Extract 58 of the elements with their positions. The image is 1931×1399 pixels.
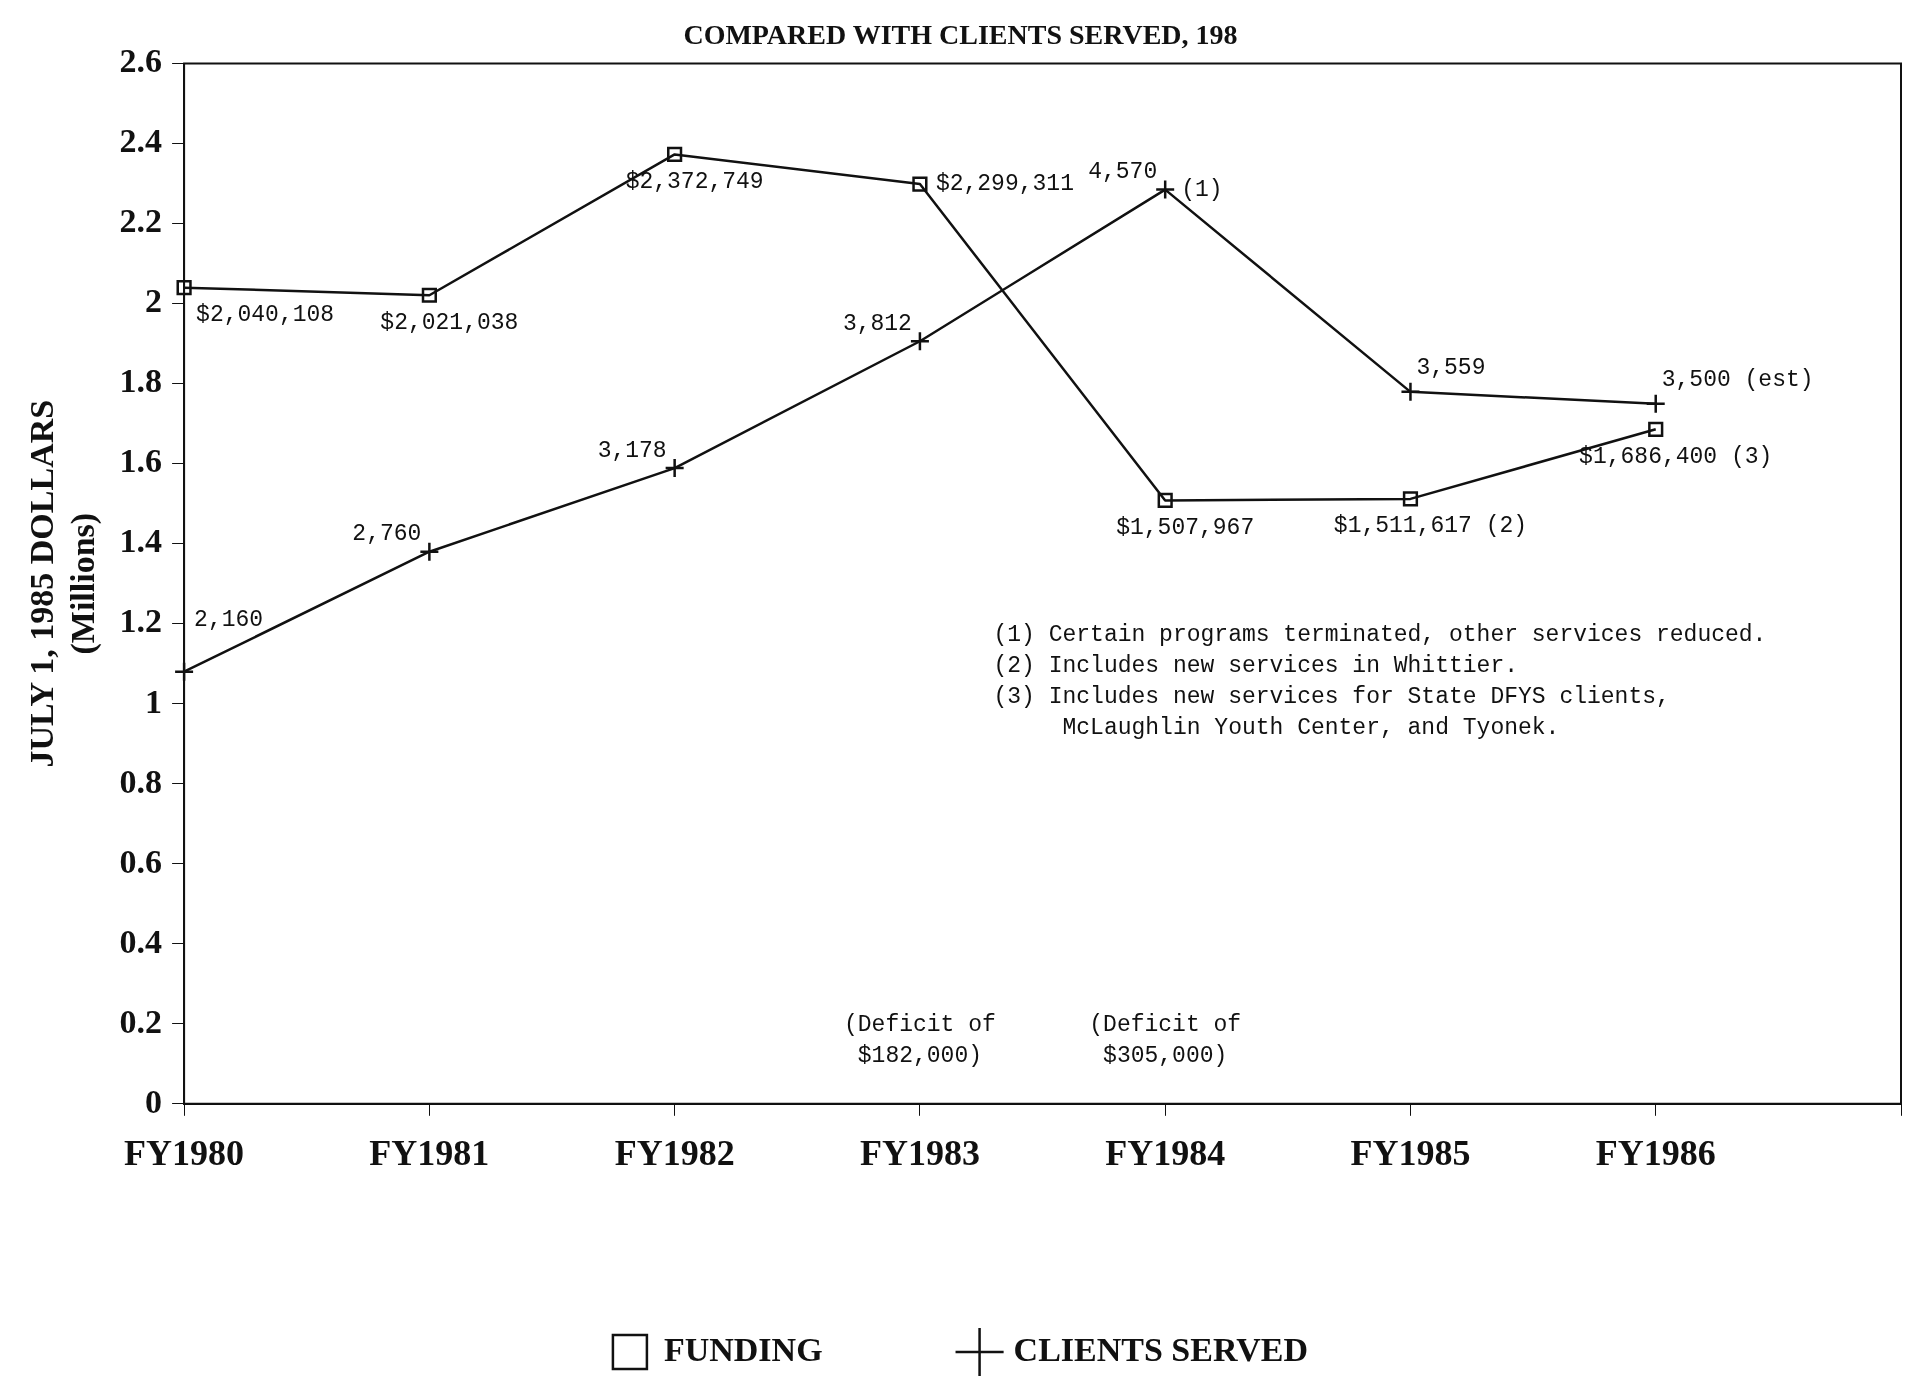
point [664,457,685,479]
y-tick-label: 1.6 [119,442,163,480]
annotation: $2,299,311 [935,171,1074,198]
y-tick-label: 1.2 [119,602,163,640]
point [421,287,437,303]
data-label: 3,500 (est) [1661,367,1814,394]
data-label: 3,559 [1416,355,1486,382]
x-tick-label: FY1980 [124,1132,245,1173]
point [1645,393,1666,414]
y-tick-label: 0.2 [119,1002,163,1040]
y-tick-label: 0 [145,1082,163,1120]
chart-title: COMPARED WITH CLIENTS SERVED, 198 [683,19,1238,51]
annotation: (Deficit of $182,000) [844,1012,996,1070]
legend-label: FUNDING [663,1330,823,1368]
point [909,331,931,352]
x-tick-label: FY1985 [1350,1132,1471,1173]
data-label: 2,160 [194,607,264,634]
point [419,541,440,562]
y-tick-label: 1.4 [119,522,163,560]
annotation: $1,511,617 (2) [1333,513,1528,540]
annotation: (Deficit of $305,000) [1089,1012,1242,1070]
y-tick-label: 0.6 [119,842,163,880]
x-tick-label: FY1984 [1105,1132,1226,1173]
data-label: 4,570 [1088,159,1158,186]
point [176,280,192,296]
annotation: (1) Certain programs terminated, other services reduced. [993,622,1767,649]
point [1157,492,1173,509]
point [912,176,928,192]
x-tick-label: FY1986 [1595,1132,1716,1173]
y-tick-label: 0.8 [119,762,163,800]
annotation: $2,372,749 [625,169,764,196]
data-label: 3,812 [842,310,912,337]
annotation: $2,021,038 [380,309,519,336]
data-label: 2,760 [352,521,422,548]
point [1154,179,1176,200]
y-tick-label: 1 [145,682,163,720]
annotation: $2,040,108 [196,302,335,329]
annotation: (2) Includes new services in Whittier. [993,653,1518,680]
point [667,146,683,163]
data-label: 3,178 [597,437,667,464]
y-tick-label: 2.4 [119,122,163,160]
point [1400,381,1421,403]
point [1402,491,1419,507]
y-tick-label: 1.8 [119,362,163,400]
y-tick-label: 2.2 [119,202,163,240]
y-tick-label: 2 [145,282,163,320]
x-tick-label: FY1981 [369,1132,490,1173]
y-axis-title: JULY 1, 1985 DOLLARS (Millions) [23,399,102,768]
y-tick-label: 2.6 [119,42,163,80]
x-tick-label: FY1982 [614,1132,735,1173]
annotation: (1) [1181,176,1223,203]
point [1648,421,1664,437]
annotation: $1,686,400 (3) [1579,443,1773,470]
legend-label: CLIENTS SERVED [1013,1330,1309,1368]
annotation: (3) Includes new services for State DFYS clients, McLaughlin Youth Center, and Tyonek. [993,684,1670,742]
y-tick-label: 0.4 [119,922,163,960]
x-tick-label: FY1983 [859,1132,980,1173]
annotation: $1,507,967 [1116,515,1255,542]
